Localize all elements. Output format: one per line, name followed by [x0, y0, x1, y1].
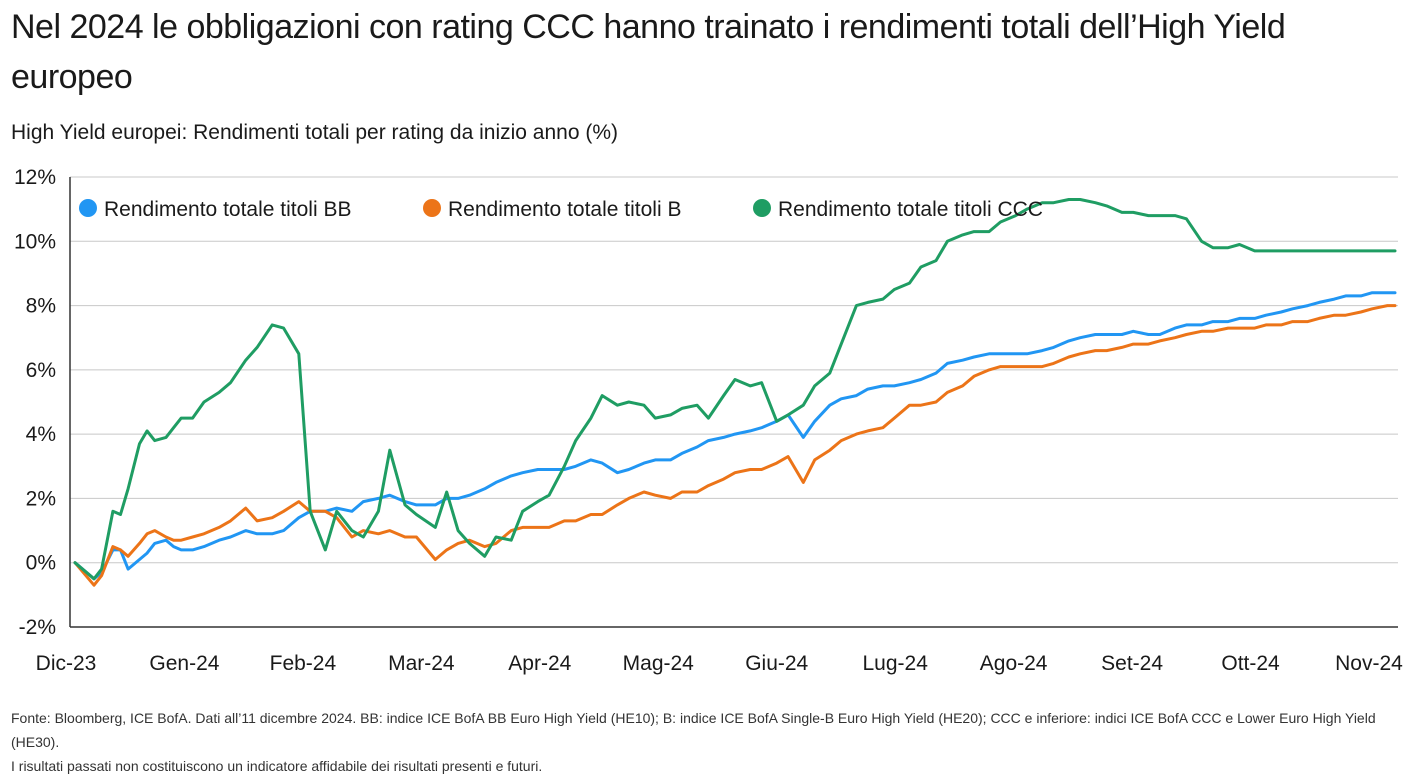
legend-label-bb: Rendimento totale titoli BB [104, 198, 351, 221]
chart-subtitle: High Yield europei: Rendimenti totali pe… [11, 121, 619, 144]
x-tick-label: Ott-24 [1221, 652, 1280, 675]
y-tick-label: 8% [26, 295, 56, 318]
y-tick-label: 4% [26, 423, 56, 446]
x-tick-label: Mag-24 [623, 652, 695, 675]
series-line-b [73, 304, 1397, 587]
legend-marker-ccc [753, 199, 771, 217]
x-axis-tick-labels: Dic-23 Gen-24 Feb-24 Mar-24 Apr-24 Mag-24 Giu-… [36, 652, 1404, 675]
series-line-bb [73, 291, 1397, 581]
x-tick-label: Ago-24 [980, 652, 1048, 675]
x-tick-label: Nov-24 [1335, 652, 1403, 675]
y-tick-label: 12% [14, 166, 56, 189]
legend-marker-b [423, 199, 441, 217]
y-tick-label: 0% [26, 552, 56, 575]
y-tick-label: 2% [26, 487, 56, 510]
legend: Rendimento totale titoli BB Rendimento to… [79, 198, 1043, 221]
legend-marker-bb [79, 199, 97, 217]
x-tick-label: Set-24 [1101, 652, 1163, 675]
x-tick-label: Lug-24 [862, 652, 928, 675]
x-tick-label: Giu-24 [745, 652, 808, 675]
y-tick-label: 6% [26, 359, 56, 382]
x-tick-label: Dic-23 [36, 652, 97, 675]
legend-label-b: Rendimento totale titoli B [448, 198, 681, 221]
y-tick-label: -2% [19, 616, 56, 639]
x-tick-label: Gen-24 [149, 652, 219, 675]
y-axis-tick-labels: 12% 10% 8% 6% 4% 2% 0% -2% [14, 166, 56, 639]
series-line-ccc [73, 198, 1397, 581]
series-lines [73, 198, 1397, 587]
x-tick-label: Feb-24 [270, 652, 337, 675]
chart-title: Nel 2024 le obbligazioni con rating CCC … [11, 8, 1286, 96]
footnote-source: Fonte: Bloomberg, ICE BofA. Dati all’11 … [11, 710, 1376, 750]
y-tick-label: 10% [14, 230, 56, 253]
footnotes: Fonte: Bloomberg, ICE BofA. Dati all’11 … [11, 706, 1411, 778]
line-chart: 12% 10% 8% 6% 4% 2% 0% -2% Dic-23 Gen-24 Feb-24 Ma… [14, 166, 1404, 675]
x-tick-label: Apr-24 [508, 652, 571, 675]
legend-label-ccc: Rendimento totale titoli CCC [778, 198, 1043, 221]
x-tick-label: Mar-24 [388, 652, 455, 675]
axes [69, 177, 1398, 628]
footnote-disclaimer: I risultati passati non costituiscono un… [11, 758, 543, 774]
